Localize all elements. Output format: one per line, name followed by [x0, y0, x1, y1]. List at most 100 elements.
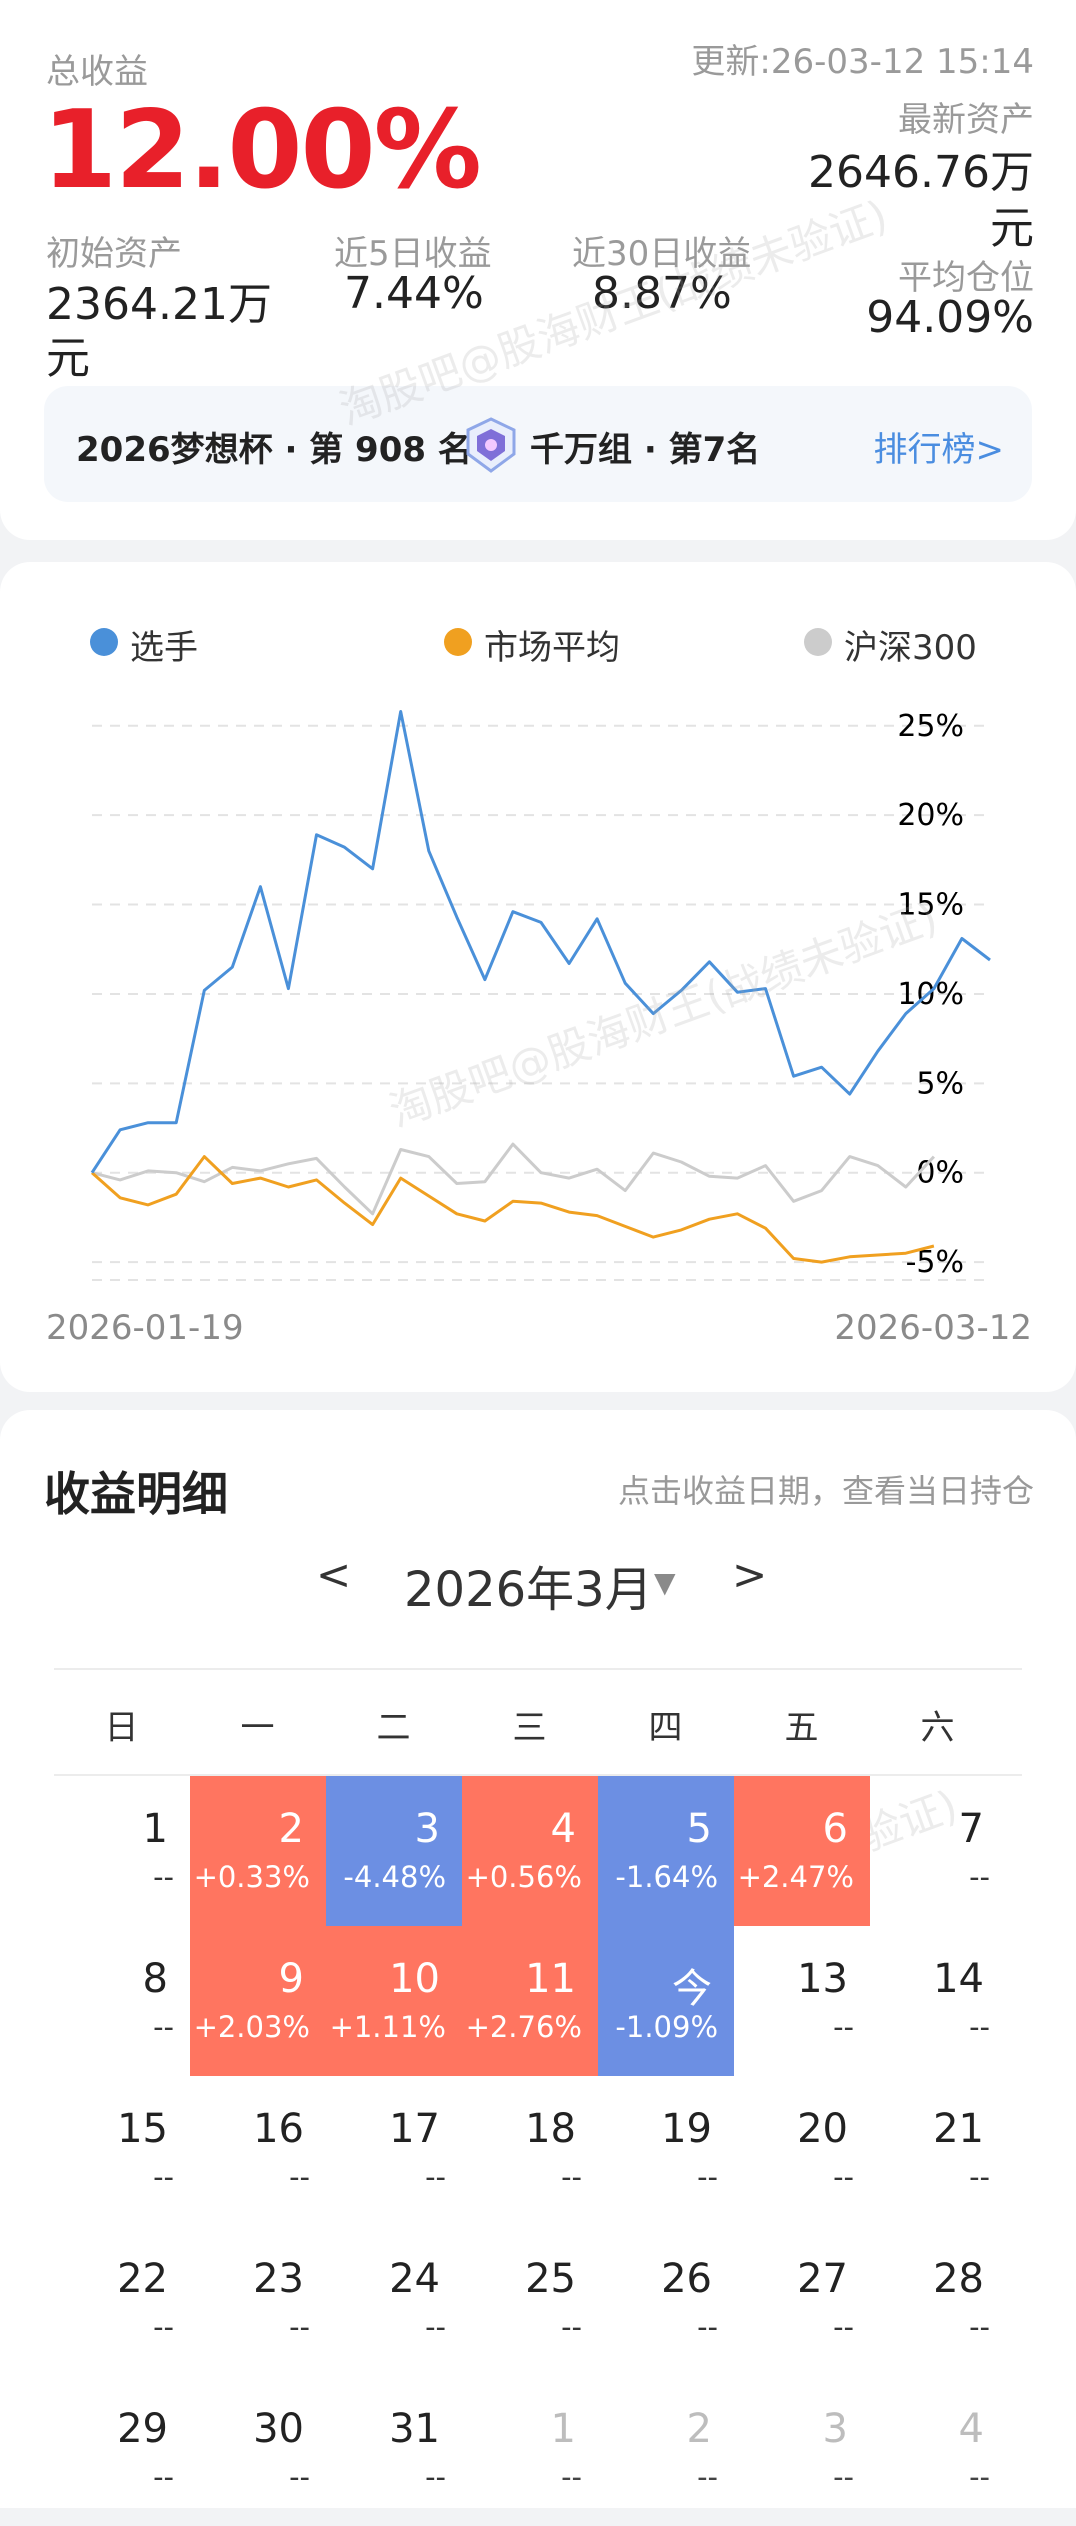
day-return: +2.76% [465, 2010, 582, 2044]
chart-card: 选手 市场平均 沪深300 25% 20% 15% 10% 5% 0% -5% 2026-0… [0, 562, 1076, 1392]
calendar-day-cell[interactable]: 31 -- [326, 2376, 462, 2526]
calendar-day-cell[interactable]: 今 -1.09% [598, 1926, 734, 2076]
day-number: 2 [686, 2406, 712, 2452]
calendar-day-cell[interactable]: 17 -- [326, 2076, 462, 2226]
initial-assets-value: 2364.21万 [46, 279, 272, 330]
day-return: -- [833, 2460, 854, 2494]
calendar-day-cell[interactable]: 3 -4.48% [326, 1776, 462, 1926]
total-return-value: 12.00% [42, 88, 482, 213]
day-return: +0.33% [193, 1860, 310, 1894]
calendar-day-cell[interactable]: 26 -- [598, 2226, 734, 2376]
series-line-player [90, 710, 991, 1174]
day-number: 24 [389, 2256, 440, 2302]
calendar-day-cell[interactable]: 22 -- [54, 2226, 190, 2376]
day-number: 21 [933, 2106, 984, 2152]
day-return: +2.03% [193, 2010, 310, 2044]
weekday-label: 四 [648, 1708, 683, 1748]
day-number: 28 [933, 2256, 984, 2302]
caret-down-icon[interactable]: ▼ [654, 1566, 676, 1599]
group-rank: 千万组 · 第7名 [530, 430, 761, 470]
day-number: 8 [142, 1956, 168, 2002]
calendar-day-cell[interactable]: 13 -- [734, 1926, 870, 2076]
weekday-label: 五 [784, 1708, 819, 1748]
day-return: -- [561, 2160, 582, 2194]
latest-assets-unit: 元 [990, 203, 1034, 254]
return-5d-value: 7.44% [344, 268, 484, 319]
calendar-day-cell[interactable]: 11 +2.76% [462, 1926, 598, 2076]
summary-card: 总收益 12.00% 更新:26-03-12 15:14 最新资产 2646.7… [0, 0, 1076, 540]
day-number: 9 [278, 1956, 304, 2002]
weekday-label: 二 [376, 1708, 411, 1748]
calendar-day-cell[interactable]: 4 +0.56% [462, 1776, 598, 1926]
day-number: 1 [142, 1806, 168, 1852]
day-return: -- [561, 2310, 582, 2344]
day-number: 15 [117, 2106, 168, 2152]
y-tick-label: 0% [916, 1156, 964, 1191]
cup-rank: 2026梦想杯 · 第 908 名 [76, 430, 472, 470]
returns-detail-card: 收益明细 点击收益日期，查看当日持仓 < 2026年3月 ▼ > 淘股吧@股海财… [0, 1410, 1076, 2508]
calendar-day-cell[interactable]: 27 -- [734, 2226, 870, 2376]
day-return: -- [969, 2460, 990, 2494]
shield-badge-icon [466, 417, 516, 473]
day-number: 26 [661, 2256, 712, 2302]
month-selector[interactable]: 2026年3月 [404, 1562, 653, 1618]
calendar-day-cell: 2 -- [598, 2376, 734, 2526]
calendar-day-cell[interactable]: 10 +1.11% [326, 1926, 462, 2076]
day-number: 3 [822, 2406, 848, 2452]
avg-position-label: 平均仓位 [898, 258, 1034, 298]
detail-title: 收益明细 [44, 1467, 228, 1521]
day-return: -- [969, 2310, 990, 2344]
calendar-day-cell[interactable]: 30 -- [190, 2376, 326, 2526]
calendar-day-cell[interactable]: 25 -- [462, 2226, 598, 2376]
y-tick-label: 20% [897, 798, 964, 833]
y-tick-label: 5% [916, 1066, 964, 1101]
return-5d-label: 近5日收益 [334, 234, 492, 274]
calendar-day-cell[interactable]: 24 -- [326, 2226, 462, 2376]
series-line-market-average [91, 1155, 935, 1264]
calendar-day-cell[interactable]: 16 -- [190, 2076, 326, 2226]
calendar-day-cell[interactable]: 21 -- [870, 2076, 1006, 2226]
y-tick-label: 10% [897, 977, 964, 1012]
calendar-day-cell[interactable]: 5 -1.64% [598, 1776, 734, 1926]
series-line-hs300 [91, 1142, 936, 1216]
calendar-day-cell[interactable]: 18 -- [462, 2076, 598, 2226]
y-tick-label: 15% [897, 888, 964, 923]
calendar-day-cell[interactable]: 6 +2.47% [734, 1776, 870, 1926]
day-return: -- [969, 2010, 990, 2044]
day-return: +2.47% [737, 1860, 854, 1894]
day-number: 17 [389, 2106, 440, 2152]
calendar-day-cell[interactable]: 29 -- [54, 2376, 190, 2526]
calendar-day-cell[interactable]: 20 -- [734, 2076, 870, 2226]
day-number: 23 [253, 2256, 304, 2302]
day-return: -- [833, 2010, 854, 2044]
prev-month-button[interactable]: < [316, 1550, 352, 1599]
return-30d-label: 近30日收益 [572, 234, 752, 274]
calendar-day-cell[interactable]: 1 -- [54, 1776, 190, 1926]
ranking-bar[interactable]: 2026梦想杯 · 第 908 名 千万组 · 第7名 排行榜> [44, 386, 1032, 502]
day-number: 4 [958, 2406, 984, 2452]
day-number: 7 [958, 1806, 984, 1852]
next-month-button[interactable]: > [732, 1550, 768, 1599]
leaderboard-link[interactable]: 排行榜> [873, 430, 1005, 470]
day-return: -- [153, 2310, 174, 2344]
legend-player-dot [90, 628, 118, 656]
day-return: -- [833, 2160, 854, 2194]
calendar-day-cell[interactable]: 7 -- [870, 1776, 1006, 1926]
day-number: 22 [117, 2256, 168, 2302]
y-tick-label: 25% [897, 709, 964, 744]
day-return: -- [289, 2460, 310, 2494]
calendar-day-cell[interactable]: 15 -- [54, 2076, 190, 2226]
calendar-day-cell[interactable]: 14 -- [870, 1926, 1006, 2076]
day-number: 13 [797, 1956, 848, 2002]
calendar-day-cell[interactable]: 8 -- [54, 1926, 190, 2076]
legend-market-dot [444, 628, 472, 656]
calendar-day-cell[interactable]: 23 -- [190, 2226, 326, 2376]
calendar-day-cell[interactable]: 2 +0.33% [190, 1776, 326, 1926]
day-number: 5 [686, 1806, 712, 1852]
return-line-chart[interactable]: 25%20%15%10%5%0%-5% [0, 562, 1076, 1322]
legend-hs300-dot [804, 628, 832, 656]
calendar-day-cell[interactable]: 28 -- [870, 2226, 1006, 2376]
calendar-day-cell[interactable]: 19 -- [598, 2076, 734, 2226]
legend-player: 选手 [130, 628, 198, 668]
calendar-day-cell[interactable]: 9 +2.03% [190, 1926, 326, 2076]
